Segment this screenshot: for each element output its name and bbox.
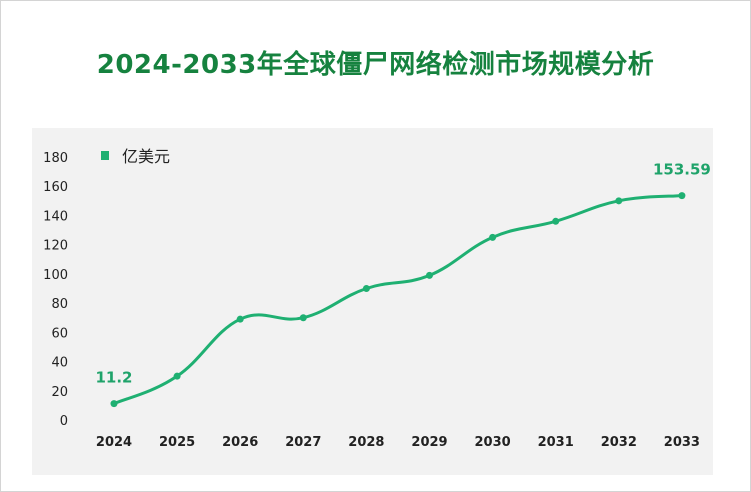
data-point (110, 400, 118, 408)
x-tick-label: 2026 (222, 435, 258, 450)
data-label: 153.59 (653, 161, 711, 179)
series-line (113, 194, 683, 406)
plot-area (32, 128, 713, 475)
y-axis: 0 20 40 60 80 100 120 140 160 180 (43, 151, 68, 429)
data-labels: 11.2 153.59 (95, 161, 710, 387)
data-point (236, 315, 244, 323)
x-tick-label: 2032 (601, 435, 637, 450)
x-axis: 2024 2025 2026 2027 2028 2029 2030 2031 2032 2033 (96, 435, 700, 450)
x-tick-label: 2030 (475, 435, 511, 450)
data-point (362, 285, 370, 292)
chart-title: 2024-2033年全球僵尸网络检测市场规模分析 (96, 50, 655, 80)
y-tick-label: 120 (43, 239, 68, 254)
data-point (552, 217, 560, 225)
data-label: 11.2 (95, 369, 132, 387)
x-tick-label: 2031 (538, 435, 574, 450)
y-tick-label: 160 (43, 180, 68, 195)
y-tick-label: 100 (43, 268, 68, 283)
x-tick-label: 2025 (159, 435, 195, 450)
data-point (678, 192, 686, 200)
data-point (173, 372, 181, 380)
x-tick-label: 2027 (285, 435, 321, 450)
y-tick-label: 60 (51, 326, 68, 341)
data-point (615, 197, 623, 205)
y-tick-label: 80 (51, 297, 68, 312)
legend-label: 亿美元 (122, 147, 170, 166)
x-tick-label: 2024 (96, 435, 132, 450)
x-tick-label: 2033 (664, 435, 700, 450)
x-tick-label: 2029 (411, 435, 447, 450)
data-point (426, 271, 433, 279)
data-points (110, 192, 686, 408)
y-tick-label: 20 (51, 385, 68, 400)
legend-swatch (101, 151, 109, 160)
data-point (489, 233, 497, 241)
legend: 亿美元 (101, 147, 170, 166)
y-tick-label: 140 (43, 209, 68, 224)
y-tick-label: 40 (51, 356, 68, 371)
y-tick-label: 0 (60, 414, 68, 429)
x-tick-label: 2028 (348, 435, 384, 450)
data-point (299, 314, 307, 322)
y-tick-label: 180 (43, 151, 68, 166)
